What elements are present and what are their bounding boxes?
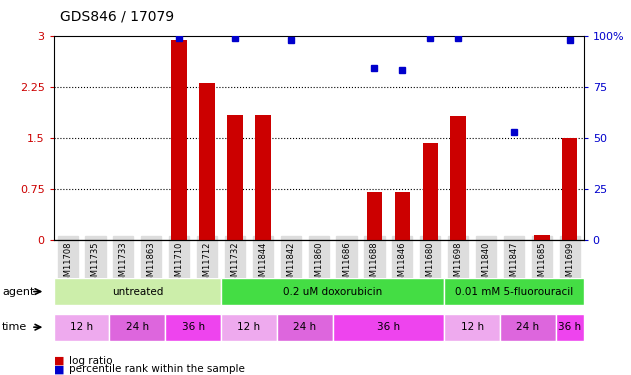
Text: 36 h: 36 h xyxy=(182,322,204,332)
Text: 0.2 uM doxorubicin: 0.2 uM doxorubicin xyxy=(283,286,382,297)
Text: time: time xyxy=(2,322,27,332)
Text: 12 h: 12 h xyxy=(70,322,93,332)
Text: log ratio: log ratio xyxy=(69,356,113,366)
Text: 36 h: 36 h xyxy=(558,322,581,332)
Bar xyxy=(500,314,556,340)
Bar xyxy=(423,143,438,240)
Text: 36 h: 36 h xyxy=(377,322,400,332)
Bar xyxy=(221,314,277,340)
Bar xyxy=(451,116,466,240)
Text: untreated: untreated xyxy=(112,286,163,297)
Text: GDS846 / 17079: GDS846 / 17079 xyxy=(60,9,174,23)
Bar xyxy=(54,278,221,305)
Bar xyxy=(54,314,109,340)
Bar xyxy=(444,314,500,340)
Bar xyxy=(221,278,444,305)
Text: ■: ■ xyxy=(54,364,64,374)
Bar xyxy=(227,116,243,240)
Text: ■: ■ xyxy=(54,356,64,366)
Bar xyxy=(277,314,333,340)
Bar xyxy=(172,40,187,240)
Text: 24 h: 24 h xyxy=(293,322,316,332)
Text: 12 h: 12 h xyxy=(461,322,483,332)
Bar xyxy=(394,192,410,240)
Text: agent: agent xyxy=(2,286,34,297)
Text: percentile rank within the sample: percentile rank within the sample xyxy=(69,364,245,374)
Bar xyxy=(165,314,221,340)
Text: 24 h: 24 h xyxy=(126,322,149,332)
Text: 12 h: 12 h xyxy=(237,322,261,332)
Bar xyxy=(444,278,584,305)
Bar xyxy=(109,314,165,340)
Bar xyxy=(556,314,584,340)
Text: 24 h: 24 h xyxy=(516,322,540,332)
Bar xyxy=(562,138,577,240)
Bar xyxy=(333,314,444,340)
Bar xyxy=(534,235,550,240)
Bar xyxy=(199,83,215,240)
Bar xyxy=(367,192,382,240)
Text: 0.01 mM 5-fluorouracil: 0.01 mM 5-fluorouracil xyxy=(455,286,573,297)
Bar xyxy=(255,116,271,240)
